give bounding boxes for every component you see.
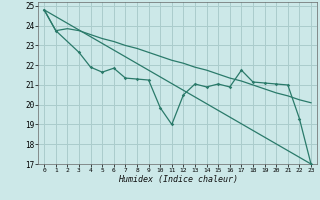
X-axis label: Humidex (Indice chaleur): Humidex (Indice chaleur) xyxy=(118,175,238,184)
